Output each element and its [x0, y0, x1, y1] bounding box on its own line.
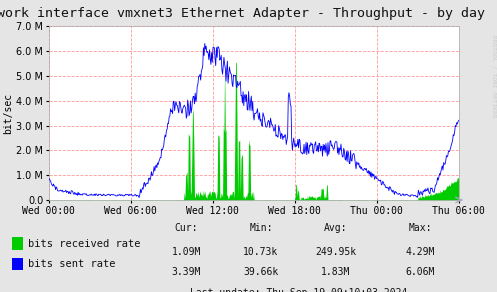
Text: RRDTOOL / TOBI OETIKER: RRDTOOL / TOBI OETIKER — [491, 35, 496, 118]
Text: Max:: Max: — [408, 223, 432, 233]
Text: 3.39M: 3.39M — [171, 267, 201, 277]
Text: 1.09M: 1.09M — [171, 247, 201, 257]
Text: 10.73k: 10.73k — [244, 247, 278, 257]
Text: Avg:: Avg: — [324, 223, 347, 233]
Text: Network interface vmxnet3 Ethernet Adapter - Throughput - by day: Network interface vmxnet3 Ethernet Adapt… — [0, 7, 485, 20]
Y-axis label: bit/sec: bit/sec — [3, 93, 13, 134]
Text: Cur:: Cur: — [174, 223, 198, 233]
Text: Last update: Thu Sep 19 09:10:03 2024: Last update: Thu Sep 19 09:10:03 2024 — [189, 288, 407, 292]
Text: Min:: Min: — [249, 223, 273, 233]
Text: bits sent rate: bits sent rate — [28, 259, 116, 269]
Text: 6.06M: 6.06M — [405, 267, 435, 277]
Text: 4.29M: 4.29M — [405, 247, 435, 257]
Text: 1.83M: 1.83M — [321, 267, 350, 277]
Text: bits received rate: bits received rate — [28, 239, 141, 249]
Text: 39.66k: 39.66k — [244, 267, 278, 277]
Text: 249.95k: 249.95k — [315, 247, 356, 257]
